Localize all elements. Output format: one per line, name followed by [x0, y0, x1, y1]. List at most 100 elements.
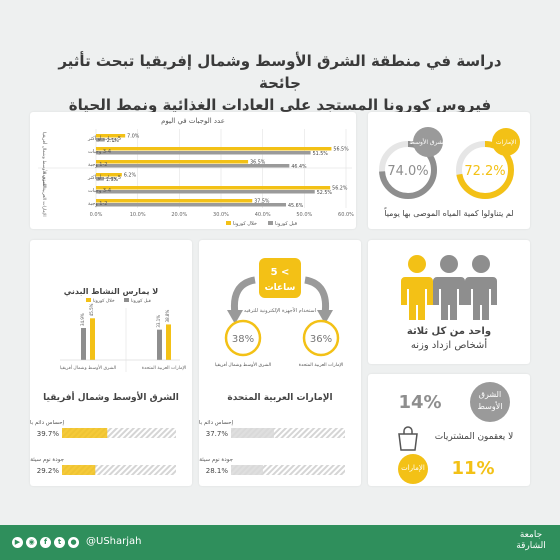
bar-track — [62, 428, 176, 438]
shopping-uae-badge — [398, 454, 428, 484]
data-label-during: 37.5% — [254, 199, 270, 205]
data-label-during: 56.2% — [332, 186, 348, 192]
stress-value: 37.7% — [206, 430, 229, 438]
category-label: 5 وجبات أو أكثر — [87, 135, 121, 142]
water-mena-badge — [413, 127, 443, 157]
title-line-2: فيروس كورونا المستجد على العادات الغذائي… — [68, 96, 492, 114]
x-tick-label: 30.0% — [213, 212, 229, 218]
bar-during-covid — [96, 134, 126, 138]
data-label-during: 7.0% — [127, 134, 140, 140]
legend-swatch-before — [268, 221, 273, 225]
category-label: الإمارات العربية المتحدة — [142, 366, 187, 371]
sleep-value: 29.2% — [37, 467, 60, 475]
legend-swatch-during — [226, 221, 231, 225]
shopping-mena-badge — [470, 382, 510, 422]
bar-before-covid — [96, 177, 104, 181]
meals-chart-card: عدد الوجبات في اليوم 0.0% 10.0% 20.0% 30.0% 4… — [30, 112, 356, 229]
bar-track — [231, 428, 345, 438]
meals-chart: عدد الوجبات في اليوم 0.0% 10.0% 20.0% 30.0% 4… — [38, 117, 354, 227]
bar-track — [231, 465, 345, 475]
screen-hours-badge — [259, 258, 301, 298]
physical-card: لا يمارس النشاط البدني قبل كورونا خلال كور… — [30, 240, 192, 486]
bar-during-covid — [96, 147, 332, 151]
bar-during-covid — [166, 324, 171, 360]
bar-before-covid — [96, 203, 286, 207]
bar-during-covid — [96, 160, 249, 164]
youtube-icon[interactable]: ▶ — [12, 537, 23, 548]
person-icon-highlighted — [401, 255, 433, 320]
bar-before-covid — [96, 164, 290, 168]
bar-track — [62, 465, 176, 475]
page-title: دراسة في منطقة الشرق الأوسط وشمال إفريقي… — [40, 50, 520, 116]
bar-during-covid — [96, 199, 253, 203]
mena-stress-sleep-bars: إحساس دائم بالتوتر 39.7% جودة نوم سيئة 29.2… — [30, 420, 176, 475]
screen-time-graphic: 5 < ساعات استخدام الأجهزة الإلكترونية للتر… — [215, 258, 343, 368]
footer-bar — [0, 525, 560, 560]
shopping-card: 14% الشرق الأوسط لا يعقمون المشتريات الإ… — [368, 374, 530, 486]
water-mena-ring-arc — [379, 141, 437, 199]
x-tick-label: 60.0% — [338, 212, 354, 218]
badge-line-1: 5 < — [271, 267, 290, 278]
data-label-during: 6.2% — [124, 173, 137, 179]
water-uae-label: الإمارات — [496, 139, 517, 146]
weight-card: واحد من كل ثلاثة أشخاص ازداد وزنه — [368, 240, 530, 364]
university-logo: جامعة الشارقة — [516, 530, 546, 551]
mena-section-title: الشرق الأوسط وشمال أفريقيا — [43, 393, 179, 403]
bar-during-covid — [96, 186, 331, 190]
data-label-before: 2.1% — [107, 138, 120, 144]
data-label-before: 46.4% — [291, 164, 307, 170]
data-label-before: 1.9% — [106, 177, 119, 183]
category-label: 3-4 وجبات — [88, 149, 111, 155]
water-caption: لم يتناولوا كمية المياه الموصى بها يوميا… — [384, 209, 514, 218]
shopping-uae-label: الإمارات — [401, 464, 425, 472]
screen-uae-ring — [302, 319, 340, 357]
arrow-left-head-icon — [227, 310, 243, 324]
legend-label-during: خلال كورونا — [93, 298, 115, 304]
screen-mena-label: الشرق الأوسط وشمال أفريقيا — [215, 361, 271, 368]
screen-caption: استخدام الأجهزة الإلكترونية للترفيه — [244, 307, 316, 314]
category-label: 5 وجبات أو أكثر — [87, 174, 121, 181]
instagram-icon[interactable]: ◉ — [26, 537, 37, 548]
sleep-bar — [231, 465, 264, 475]
facebook-icon[interactable]: f — [40, 537, 51, 548]
category-label: الشرق الأوسط وشمال أفريقيا — [60, 364, 116, 371]
arrow-right-icon — [304, 276, 330, 315]
bar-before-covid — [96, 151, 311, 155]
legend-label-during: خلال كورونا — [233, 221, 257, 227]
bar-during-covid — [90, 318, 95, 360]
water-mena-value: 74.0% — [387, 164, 428, 179]
screen-uae-value: 36% — [310, 334, 332, 345]
bar-before-covid — [157, 329, 162, 360]
data-label-during: 45.5% — [89, 303, 94, 316]
data-label-before: 45.6% — [288, 203, 304, 209]
category-label: 3-4 وجبات — [88, 188, 111, 194]
water-mena-label: الشرق الأوسط — [409, 138, 447, 146]
legend-swatch-before — [124, 298, 129, 302]
data-label-before: 52.5% — [317, 190, 333, 196]
sleep-label: جودة نوم سيئة — [30, 457, 64, 463]
shopping-uae-value: 11% — [451, 458, 495, 479]
x-tick-label: 50.0% — [296, 212, 312, 218]
data-label-before: 51.5% — [313, 151, 329, 157]
x-tick-label: 0.0% — [90, 212, 103, 218]
twitter-icon[interactable]: t — [54, 537, 65, 548]
bar-before-covid — [81, 328, 86, 360]
stress-value: 39.7% — [37, 430, 60, 438]
screen-mena-value: 38% — [232, 334, 254, 345]
data-label-before: 33.1% — [156, 315, 161, 328]
snapchat-icon[interactable]: ● — [68, 537, 79, 548]
stress-bar — [62, 428, 108, 438]
social-handle[interactable]: @USharjah — [86, 536, 142, 547]
group-label-mena: الشرق الأوسط وشمال أفريقيا — [41, 132, 48, 188]
shopping-mena-value: 14% — [398, 392, 442, 413]
bar-before-covid — [96, 190, 315, 194]
legend-label-before: قبل كورونا — [275, 221, 298, 227]
water-uae-badge — [492, 128, 520, 156]
sleep-bar — [62, 465, 96, 475]
category-label: 1-2 وجبة — [88, 201, 107, 207]
x-tick-label: 10.0% — [130, 212, 146, 218]
physical-title: لا يمارس النشاط البدني — [64, 287, 159, 297]
arrow-left-icon — [230, 276, 256, 315]
bar-before-covid — [96, 138, 105, 142]
people-icon — [401, 255, 497, 320]
